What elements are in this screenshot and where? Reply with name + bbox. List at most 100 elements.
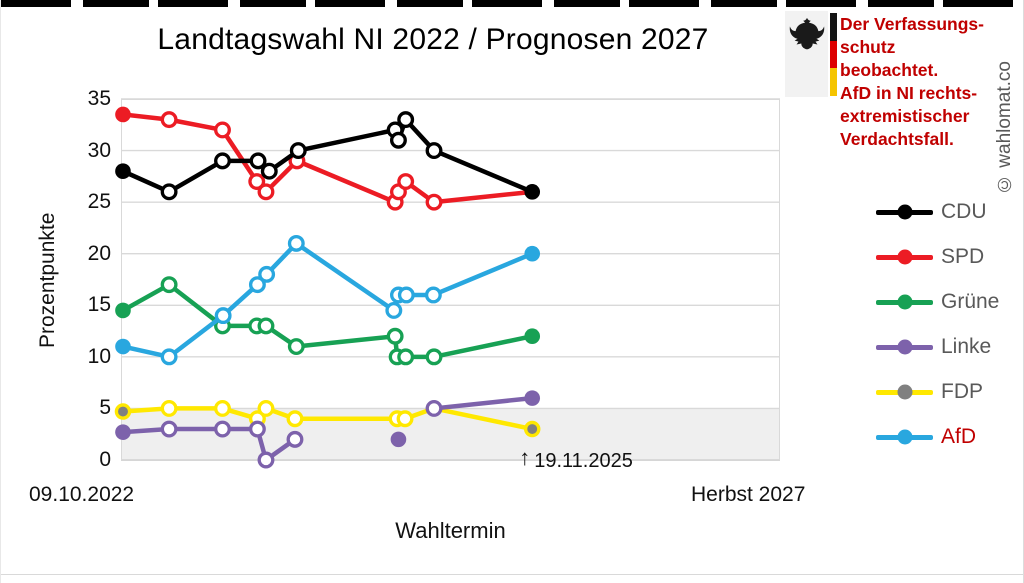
series-line [122,241,534,360]
legend-label: AfD [941,425,977,448]
series-line [433,395,533,411]
data-point-linke-3 [248,420,266,438]
legend-label: CDU [941,200,987,223]
legend-label: SPD [941,245,985,268]
legend-label: Linke [941,335,992,358]
legend-item-spd: SPD [876,244,999,270]
data-point-fdp-5 [160,399,178,417]
y-tick-35: 35 [87,87,111,110]
data-point-linke-0 [257,451,275,469]
legend-dot [897,339,912,355]
data-point-cdu-29 [249,152,267,170]
data-point-grüne-10 [397,348,415,366]
legend-line [876,339,933,355]
data-point-spd-27 [248,173,266,190]
warning-line: Verdachtsfall. [840,129,954,149]
data-point-fdp-5 [214,399,231,417]
warning-line: schutz beobachtet. [840,37,939,80]
data-point-linke-2.7 [115,424,131,440]
data-point-cdu-33 [397,111,415,129]
data-point-grüne-10 [425,348,443,366]
bottom-border-line [1,574,1023,575]
data-point-fdp-3 [523,420,541,438]
legend-item-cdu: CDU [876,199,999,225]
up-arrow-icon: ↑ [519,445,531,470]
federal-eagle-logo [785,11,828,97]
x-axis-start-label: 09.10.2022 [29,483,135,506]
y-tick-5: 5 [99,396,111,420]
verfassungsschutz-warning: Der Verfassungs- schutz beobachtet. AfD … [840,13,990,151]
data-point-linke-3 [160,420,178,438]
legend-dot [897,249,912,265]
series-line [122,117,534,195]
y-tick-15: 15 [87,293,111,317]
data-point-afd-16 [424,286,442,304]
series-line [122,406,533,432]
chart-title: Landtagswahl NI 2022 / Prognosen 2027 [157,23,709,56]
x-axis-title: Wahltermin [395,518,506,543]
legend-line [876,384,933,400]
date-annotation: ↑ 19.11.2025 [519,445,633,473]
legend-item-fdp: FDP [876,379,999,405]
data-point-grüne-11 [287,338,305,355]
data-point-cdu-30 [425,142,443,160]
data-point-grüne-12 [524,328,541,345]
data-point-cdu-28 [260,162,278,180]
legend-item-afd: AfD [876,424,999,450]
data-point-linke-2 [390,431,407,448]
legend-line [876,294,933,310]
data-point-grüne-14.5 [115,302,131,319]
data-point-linke-6 [524,390,541,406]
y-axis-label: Prozentpunkte [36,212,59,348]
eagle-icon [789,17,824,50]
threshold-band [121,408,780,460]
series-cdu [115,111,541,201]
german-flag-stripe [830,13,837,97]
data-point-fdp-4 [396,410,414,428]
data-point-linke-3 [214,420,231,438]
data-point-fdp-4.7 [114,403,132,420]
legend-dot [897,384,912,400]
x-axis-end-label: Herbst 2027 [691,483,806,506]
warning-line: AfD in NI rechts- [840,83,978,103]
data-point-afd-16 [397,286,415,304]
series-linke [115,390,541,469]
data-point-cdu-31 [389,131,407,149]
legend-line [876,249,933,265]
data-point-grüne-12 [386,327,404,345]
data-point-grüne-13 [257,317,275,335]
watermark-credit: © wahlomat.co [994,61,1015,195]
legend-line [876,204,933,220]
y-tick-25: 25 [87,190,111,214]
y-tick-20: 20 [87,241,111,265]
data-point-afd-14 [214,307,232,325]
data-point-cdu-28 [115,163,131,179]
legend-item-linke: Linke [876,334,999,360]
chart-plot [114,98,780,469]
legend-label: Grüne [941,290,1000,313]
data-point-linke-5 [425,399,443,417]
legend-dot [897,204,912,220]
data-point-fdp-4 [286,410,304,428]
data-point-afd-17 [248,276,266,294]
annotation-date: 19.11.2025 [534,450,633,472]
legend-dot [897,429,912,445]
data-point-spd-26 [257,183,275,201]
flag-black [830,13,837,41]
plot-border [121,99,780,460]
legend-line [876,429,933,445]
flag-red [830,40,837,69]
data-point-cdu-26 [160,183,178,201]
data-point-spd-33.5 [115,106,131,123]
data-point-fdp-5 [257,399,275,417]
data-point-spd-25 [425,193,443,211]
top-dashed-bar [1,0,1023,7]
legend-label: FDP [941,380,983,403]
y-tick-10: 10 [87,344,111,368]
data-point-afd-14.5 [385,301,403,319]
series-line [122,112,533,205]
data-point-afd-20 [524,245,541,262]
data-point-afd-18 [258,265,276,283]
warning-line: Der Verfassungs- [840,14,984,34]
